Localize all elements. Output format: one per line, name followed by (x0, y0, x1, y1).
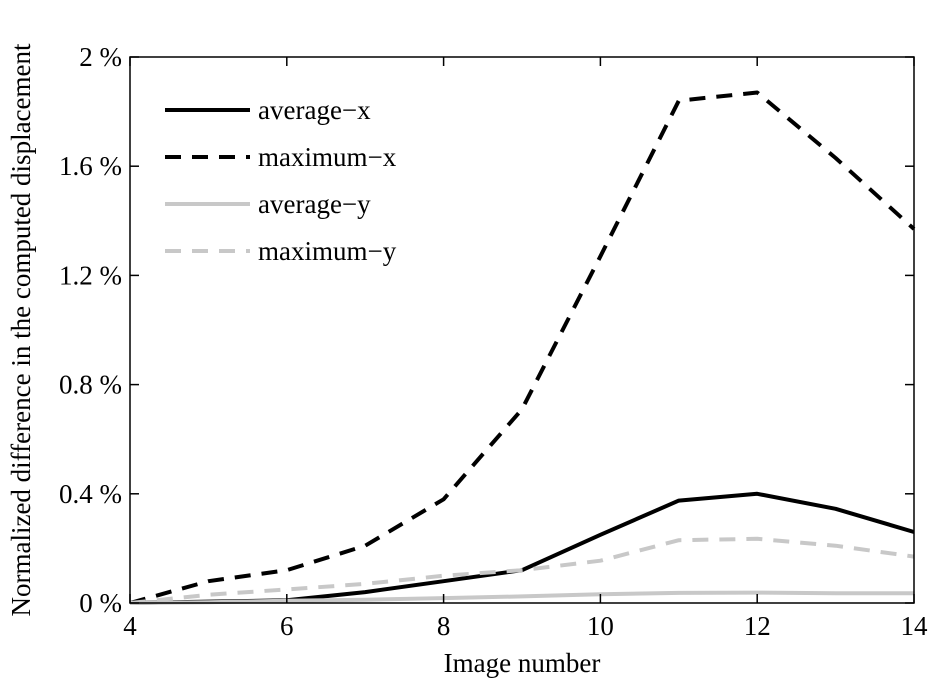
y-tick-label: 1.2 % (59, 260, 122, 290)
x-tick-label: 4 (123, 611, 137, 641)
legend-label: average−y (258, 189, 371, 219)
y-tick-label: 0 % (79, 588, 122, 618)
y-tick-label: 0.8 % (59, 370, 122, 400)
x-tick-label: 12 (744, 611, 771, 641)
x-tick-label: 14 (901, 611, 929, 641)
x-tick-label: 6 (280, 611, 294, 641)
y-axis-label: Normalized difference in the computed di… (6, 43, 36, 617)
y-tick-label: 0.4 % (59, 479, 122, 509)
plot-background (130, 57, 914, 603)
legend: average−x maximum−x average−y maximum−y (165, 95, 397, 266)
y-tick-label: 2 % (79, 42, 122, 72)
y-tick-label: 1.6 % (59, 151, 122, 181)
legend-label: maximum−y (258, 236, 397, 266)
ticks-layer: 4 6 8 10 12 14 0 % 0.4 % 0.8 % 1.2 % 1.6 % 2 % (59, 42, 928, 641)
series-layer (129, 90, 916, 605)
plot-frame (129, 56, 915, 604)
x-tick-label: 8 (437, 611, 451, 641)
x-tick-label: 10 (587, 611, 614, 641)
legend-label: maximum−x (258, 142, 397, 172)
legend-label: average−x (258, 95, 371, 125)
x-axis-label: Image number (444, 648, 601, 678)
